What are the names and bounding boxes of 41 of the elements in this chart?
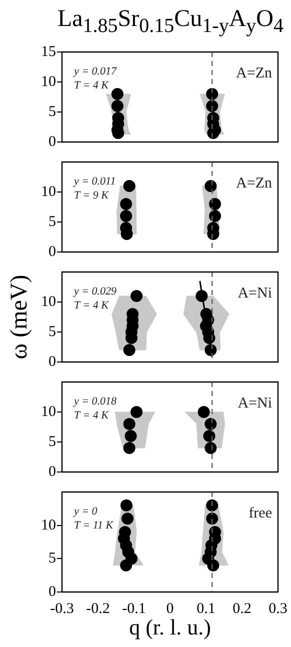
- annotation: T = 4 K: [74, 409, 110, 422]
- annotation: T = 4 K: [74, 79, 110, 92]
- x-tick-label: -0.3: [50, 600, 74, 617]
- y-tick-label: 5: [48, 324, 56, 340]
- y-tick-label: 5: [48, 550, 56, 567]
- y-tick-label: 10: [41, 184, 56, 200]
- y-tick-label: 0: [48, 244, 56, 260]
- annotation: T = 4 K: [74, 299, 110, 312]
- x-tick-label: -0.2: [86, 600, 110, 617]
- annotation: y = 0.029: [73, 285, 118, 298]
- y-tick-label: 0: [48, 134, 56, 150]
- x-tick-label: 0.2: [232, 600, 252, 617]
- annotation: T = 11 K: [74, 519, 114, 532]
- y-tick-label: 5: [48, 214, 56, 230]
- annotation: y = 0.011: [73, 175, 116, 188]
- annotation: A=Ni: [238, 285, 272, 302]
- annotation: A=Zn: [236, 65, 272, 82]
- y-tick-label: 10: [41, 517, 56, 534]
- annotation: A=Ni: [238, 395, 272, 412]
- y-tick-label: 5: [48, 104, 56, 120]
- annotation: y = 0.018: [73, 395, 118, 408]
- annotation: A=Zn: [236, 175, 272, 192]
- y-tick-label: 5: [48, 434, 56, 450]
- y-tick-label: 15: [41, 44, 56, 60]
- y-tick-label: 10: [41, 294, 56, 310]
- y-tick-label: 0: [48, 464, 56, 480]
- y-tick-label: 0: [48, 354, 56, 370]
- annotation: y = 0: [73, 505, 98, 518]
- x-tick-label: 0: [166, 600, 174, 617]
- y-tick-label: 10: [41, 404, 56, 420]
- y-tick-label: 10: [41, 74, 56, 90]
- x-axis-title: q (r. l. u.): [129, 614, 211, 640]
- y-axis-title: ω (meV): [6, 274, 33, 360]
- annotation: T = 9 K: [74, 189, 110, 202]
- annotation: y = 0.017: [73, 65, 118, 78]
- x-tick-label: -0.1: [122, 600, 146, 617]
- x-tick-label: 0.1: [196, 600, 216, 617]
- y-tick-label: 0: [48, 584, 56, 600]
- annotation: free: [248, 505, 272, 522]
- chart-title: La$_{1.85}$Sr$_{0.15}$Cu$_{1-y}$A$_{y}$O$_{4}$: [57, 6, 284, 37]
- x-tick-label: 0.3: [268, 600, 288, 617]
